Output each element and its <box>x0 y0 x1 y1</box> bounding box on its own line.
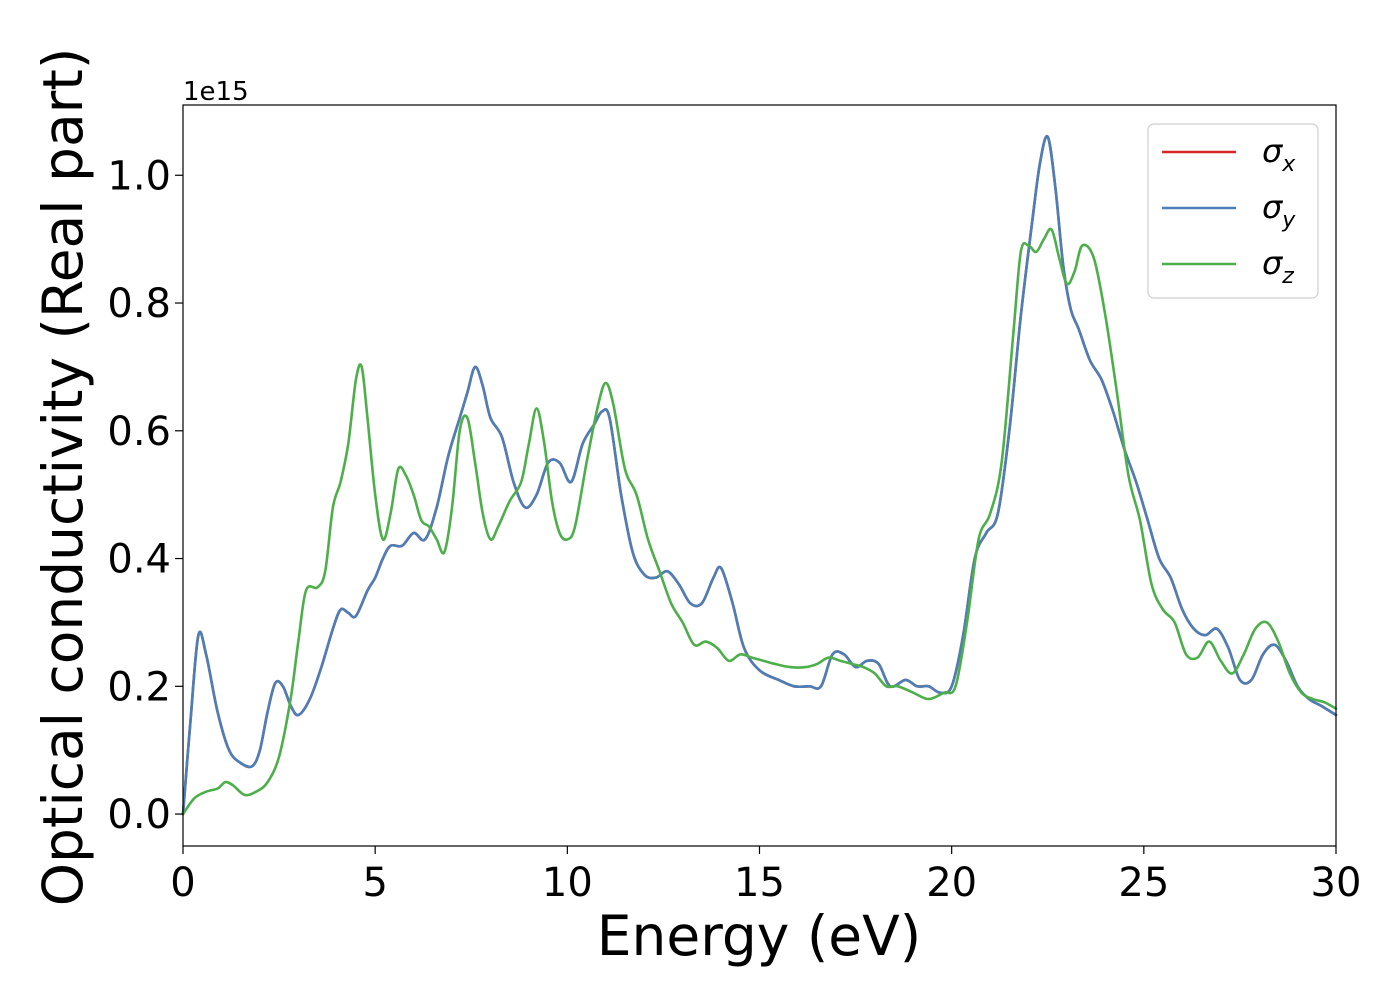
legend-item-sigma-x: σx <box>1162 132 1296 177</box>
y-tick-label: 1.0 <box>107 153 171 199</box>
plot-area <box>183 105 1336 846</box>
x-axis-title: Energy (eV) <box>597 904 921 968</box>
x-tick-label: 0 <box>170 860 195 906</box>
legend: σx σy σz <box>1147 123 1319 299</box>
legend-label: σx <box>1262 132 1296 177</box>
y-axis-ticks: 0.0 0.2 0.4 0.6 0.8 1.0 <box>107 153 183 838</box>
x-tick-label: 15 <box>734 860 785 906</box>
x-tick-label: 10 <box>542 860 593 906</box>
x-tick-label: 25 <box>1118 860 1169 906</box>
x-tick-label: 20 <box>926 860 977 906</box>
x-axis-ticks: 0 5 10 15 20 25 30 <box>170 846 1361 906</box>
series-layer <box>181 134 1338 816</box>
legend-item-sigma-z: σz <box>1162 244 1294 289</box>
legend-label: σy <box>1262 188 1296 233</box>
series-line-sigma-z <box>181 227 1338 816</box>
legend-item-sigma-y: σy <box>1162 188 1296 233</box>
y-tick-label: 0.6 <box>107 409 171 455</box>
y-axis-title: Optical conductivity (Real part) <box>31 48 95 907</box>
y-tick-label: 0.4 <box>107 537 171 583</box>
y-tick-label: 0.8 <box>107 281 171 327</box>
legend-label: σz <box>1262 244 1294 289</box>
x-tick-label: 30 <box>1311 860 1362 906</box>
x-tick-label: 5 <box>362 860 387 906</box>
y-tick-label: 0.2 <box>107 664 171 710</box>
legend-box <box>1147 123 1319 299</box>
y-offset-label: 1e15 <box>183 77 249 107</box>
y-tick-label: 0.0 <box>107 792 171 838</box>
